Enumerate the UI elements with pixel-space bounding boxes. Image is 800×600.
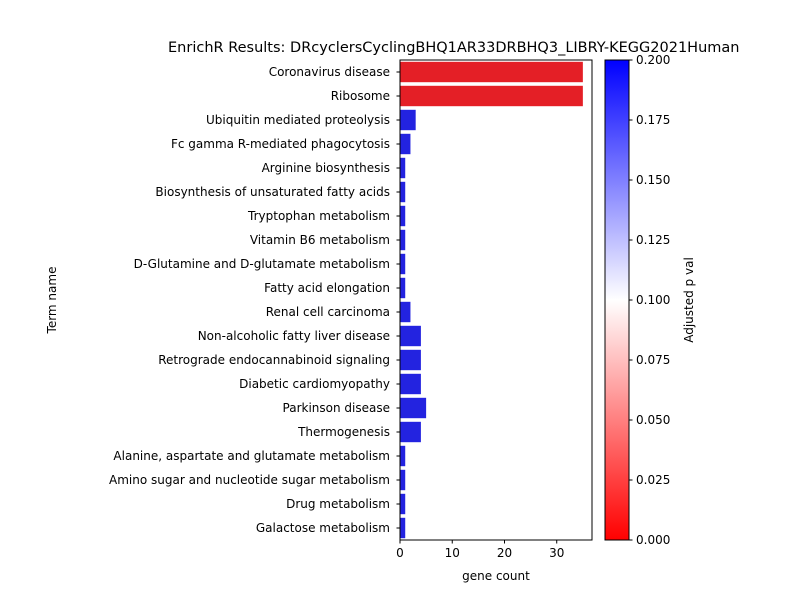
colorbar-tick-label: 0.150 bbox=[636, 173, 670, 187]
category-label: Retrograde endocannabinoid signaling bbox=[158, 353, 390, 367]
category-label: Ribosome bbox=[331, 89, 390, 103]
x-axis-label: gene count bbox=[462, 569, 530, 583]
bar bbox=[400, 253, 406, 275]
colorbar-tick-label: 0.000 bbox=[636, 533, 670, 547]
bar bbox=[400, 181, 406, 203]
category-label: Galactose metabolism bbox=[256, 521, 390, 535]
x-tick-label: 0 bbox=[396, 546, 404, 560]
x-tick-label: 10 bbox=[445, 546, 460, 560]
bar bbox=[400, 301, 411, 323]
category-label: Alanine, aspartate and glutamate metabol… bbox=[113, 449, 390, 463]
category-label: Fc gamma R-mediated phagocytosis bbox=[171, 137, 390, 151]
bar bbox=[400, 133, 411, 155]
category-label: Coronavirus disease bbox=[269, 65, 390, 79]
category-label: Renal cell carcinoma bbox=[266, 305, 390, 319]
colorbar-tick-label: 0.200 bbox=[636, 53, 670, 67]
x-tick-label: 20 bbox=[497, 546, 512, 560]
category-label: Amino sugar and nucleotide sugar metabol… bbox=[109, 473, 390, 487]
bar bbox=[400, 397, 427, 419]
colorbar-tick-label: 0.075 bbox=[636, 353, 670, 367]
bar bbox=[400, 61, 583, 83]
bar bbox=[400, 493, 406, 515]
bar bbox=[400, 85, 583, 107]
bar bbox=[400, 229, 406, 251]
bar bbox=[400, 349, 421, 371]
bar bbox=[400, 205, 406, 227]
colorbar-ticks: 0.000 0.025 0.050 0.075 0.100 0.125 0.150 0.175… bbox=[629, 53, 670, 547]
category-label: Tryptophan metabolism bbox=[247, 209, 390, 223]
colorbar-label: Adjusted p val bbox=[682, 257, 696, 343]
colorbar-tick-label: 0.025 bbox=[636, 473, 670, 487]
colorbar-tick-label: 0.125 bbox=[636, 233, 670, 247]
bar bbox=[400, 157, 406, 179]
category-label: Thermogenesis bbox=[297, 425, 390, 439]
y-axis-label: Term name bbox=[45, 267, 59, 335]
category-label: Arginine biosynthesis bbox=[262, 161, 390, 175]
category-label: Fatty acid elongation bbox=[264, 281, 390, 295]
category-label: Diabetic cardiomyopathy bbox=[239, 377, 390, 391]
bar bbox=[400, 445, 406, 467]
bar bbox=[400, 469, 406, 491]
category-label: Vitamin B6 metabolism bbox=[250, 233, 390, 247]
bar bbox=[400, 325, 421, 347]
colorbar-tick-label: 0.050 bbox=[636, 413, 670, 427]
x-tick-label: 30 bbox=[549, 546, 564, 560]
plot-frame bbox=[399, 59, 593, 541]
category-label: D-Glutamine and D-glutamate metabolism bbox=[134, 257, 390, 271]
bar bbox=[400, 109, 416, 131]
chart-title: EnrichR Results: DRcyclersCyclingBHQ1AR3… bbox=[168, 40, 739, 56]
category-label: Biosynthesis of unsaturated fatty acids bbox=[155, 185, 390, 199]
bar bbox=[400, 517, 406, 539]
category-label: Parkinson disease bbox=[283, 401, 390, 415]
colorbar-tick-label: 0.100 bbox=[636, 293, 670, 307]
bar bbox=[400, 421, 421, 443]
colorbar bbox=[604, 59, 630, 541]
x-axis-ticks: 0 10 20 30 bbox=[396, 540, 564, 560]
bar bbox=[400, 277, 406, 299]
colorbar-tick-label: 0.175 bbox=[636, 113, 670, 127]
bars-group bbox=[400, 61, 583, 539]
category-labels: Coronavirus disease Ribosome Ubiquitin med… bbox=[109, 65, 400, 535]
category-label: Ubiquitin mediated proteolysis bbox=[206, 113, 390, 127]
bar bbox=[400, 373, 421, 395]
category-label: Drug metabolism bbox=[286, 497, 390, 511]
category-label: Non-alcoholic fatty liver disease bbox=[198, 329, 390, 343]
